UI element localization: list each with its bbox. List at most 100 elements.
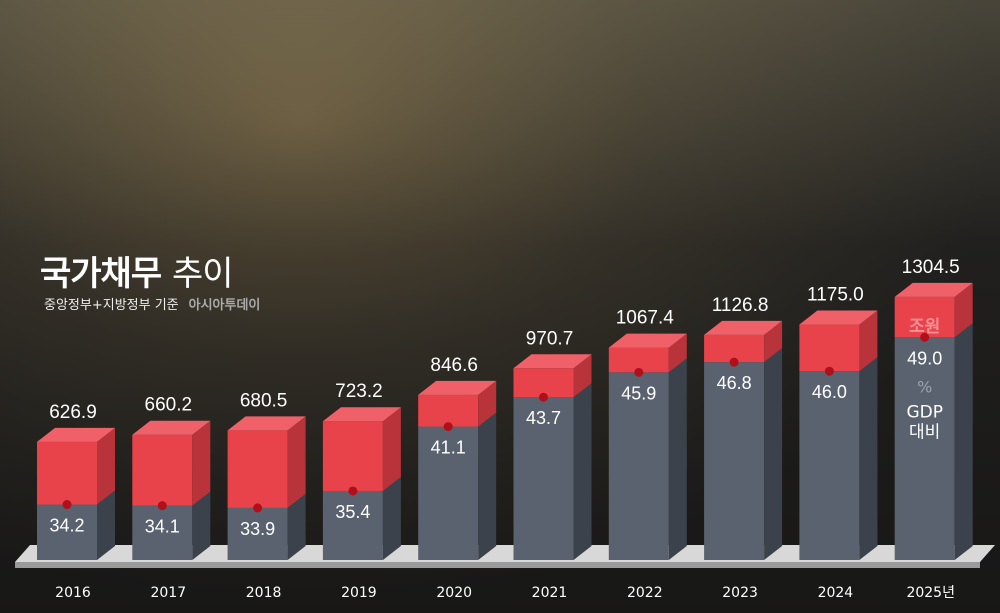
boundary-dot	[824, 366, 834, 376]
debt-bar-front	[37, 441, 97, 505]
ratio-bar-side	[668, 358, 687, 560]
year-label: 2024	[818, 585, 854, 601]
ratio-bar-front	[37, 504, 97, 560]
ratio-bar-side	[382, 476, 401, 560]
ratio-label: 34.2	[49, 516, 84, 536]
title-rest: 추이	[171, 254, 234, 294]
boundary-dot	[920, 332, 930, 342]
debt-bar-side	[192, 420, 211, 506]
ratio-label: 35.4	[335, 502, 370, 522]
ratio-bar-side	[954, 323, 973, 560]
debt-bar-front	[418, 394, 479, 427]
ratio-bar-side	[192, 491, 211, 560]
debt-label: 1067.4	[616, 308, 675, 329]
debt-label: 1304.5	[902, 257, 960, 278]
ratio-bar-side	[573, 383, 592, 560]
ratio-bar-side	[764, 348, 783, 560]
ratio-label: 43.7	[526, 408, 561, 428]
ratio-label: 45.9	[621, 383, 656, 403]
unit-pct-label: %	[917, 377, 932, 396]
unit-debt-label: 조원	[909, 317, 940, 337]
debt-bar-side	[668, 333, 687, 373]
year-label: 2023	[722, 585, 758, 601]
debt-bar-top	[418, 380, 497, 395]
debt-bar-side	[287, 416, 306, 508]
debt-bar-front	[322, 421, 383, 491]
boundary-dot	[729, 357, 739, 367]
debt-bar-front	[132, 434, 193, 506]
debt-bar-side	[478, 380, 497, 427]
ratio-bar-front	[513, 397, 574, 560]
ratio-bar-front	[132, 505, 193, 560]
year-label: 2018	[246, 585, 282, 601]
debt-bar-side	[97, 427, 115, 505]
chart-title: 국가채무 추이	[40, 246, 234, 295]
debt-bar-top	[608, 333, 687, 348]
debt-bar-side	[573, 354, 592, 398]
ratio-bar-side	[287, 493, 306, 560]
ratio-bar-front	[418, 426, 479, 560]
year-label: 2021	[532, 585, 568, 601]
debt-label: 1126.8	[712, 295, 769, 316]
boundary-dot	[62, 500, 72, 510]
ratio-bar-side	[97, 490, 115, 560]
year-label: 2017	[150, 585, 186, 601]
floor-edge	[15, 562, 980, 568]
boundary-dot	[157, 501, 167, 511]
ratio-bar-front	[322, 490, 383, 560]
debt-bar-top	[513, 354, 592, 369]
debt-bar-top	[799, 310, 878, 325]
unit-gdp-label: GDP	[906, 402, 943, 422]
debt-bar-front	[704, 334, 765, 363]
ratio-label: 41.1	[431, 438, 466, 458]
subtitle: 중앙정부+지방정부 기준 아시아투데이	[44, 294, 260, 313]
debt-bar-top	[37, 427, 115, 442]
ratio-bar-side	[478, 412, 497, 560]
debt-bar-side	[764, 320, 783, 363]
debt-label: 680.5	[240, 390, 288, 411]
debt-label: 846.6	[430, 355, 478, 376]
debt-label: 626.9	[49, 402, 97, 423]
boundary-dot	[539, 392, 548, 402]
debt-bar-front	[513, 368, 574, 398]
debt-label: 660.2	[145, 395, 193, 416]
debt-label: 970.7	[526, 328, 574, 349]
unit-gdp-label-2: 대비	[909, 422, 940, 442]
ratio-bar-front	[608, 372, 669, 560]
ratio-bar-front	[227, 507, 288, 560]
boundary-dot	[443, 422, 453, 432]
debt-bar-side	[859, 310, 878, 372]
ratio-label: 46.8	[717, 373, 752, 393]
debt-label: 1175.0	[807, 285, 864, 306]
ratio-bar-front	[894, 337, 955, 560]
ratio-label: 49.0	[907, 348, 942, 368]
debt-bar-top	[132, 420, 211, 435]
boundary-dot	[348, 486, 358, 496]
year-label: 2019	[341, 585, 377, 601]
title-bold: 국가채무	[40, 254, 162, 294]
debt-bar-side	[382, 407, 401, 491]
boundary-dot	[634, 367, 644, 377]
boundary-dot	[253, 503, 263, 513]
ratio-bar-front	[799, 371, 860, 560]
debt-bar-top	[227, 416, 306, 431]
ratio-bar-front	[704, 362, 765, 560]
subtitle-text: 중앙정부+지방정부 기준	[44, 298, 179, 313]
ratio-label: 46.0	[812, 382, 847, 402]
debt-label: 723.2	[335, 381, 383, 402]
debt-bar-front	[894, 296, 955, 338]
year-label: 2022	[627, 585, 663, 601]
debt-bar-side	[954, 282, 973, 338]
debt-bar-front	[799, 324, 860, 372]
debt-bar-top	[704, 320, 783, 335]
source-logo: 아시아투데이	[188, 298, 261, 313]
ratio-label: 33.9	[240, 519, 275, 539]
year-label: 2025년	[906, 585, 955, 601]
year-label: 2016	[55, 585, 91, 601]
debt-bar-top	[322, 407, 401, 422]
ratio-label: 34.1	[145, 517, 180, 537]
debt-bar-top	[894, 282, 973, 297]
ratio-bar-side	[859, 357, 878, 560]
